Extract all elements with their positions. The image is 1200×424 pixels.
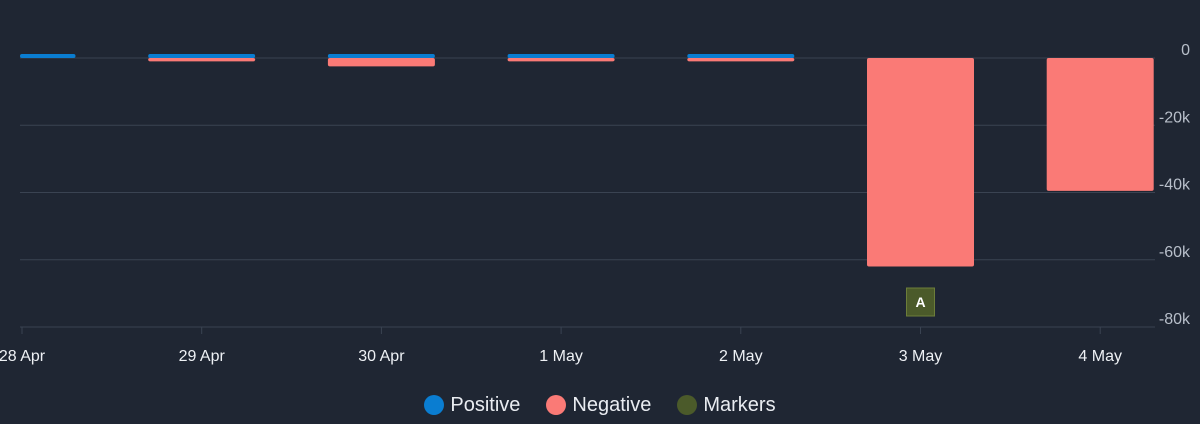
legend-label-negative: Negative — [572, 393, 652, 416]
x-tick-label-3-may: 3 May — [899, 348, 943, 365]
legend-swatch-markers — [677, 395, 698, 415]
legend-label-markers: Markers — [703, 393, 776, 416]
bar-positive-28-apr — [20, 54, 76, 58]
legend-item-negative[interactable]: Negative — [546, 394, 651, 417]
y-tick-label: -60k — [1159, 244, 1191, 261]
bar-negative-2-may — [687, 58, 795, 62]
legend-item-positive[interactable]: Positive — [424, 394, 520, 417]
bar-negative-3-may — [867, 58, 974, 267]
bar-positive-1-may — [507, 54, 615, 58]
markers: A — [906, 287, 935, 317]
bar-positive-29-apr — [148, 54, 256, 58]
bar-positive-2-may — [687, 54, 795, 58]
x-tick-label-2-may: 2 May — [719, 348, 763, 365]
marker-label: A — [915, 294, 925, 310]
x-tick-label-29-apr: 29 Apr — [179, 348, 226, 365]
grid-lines — [20, 57, 1155, 328]
legend-swatch-positive — [424, 395, 445, 415]
bar-negative-1-may — [507, 58, 615, 62]
y-tick-label: -40k — [1159, 177, 1191, 194]
x-tick-label-1-may: 1 May — [539, 348, 583, 365]
marker-a: A — [906, 287, 935, 317]
marker-box — [906, 287, 935, 317]
bar-negative-4-may — [1046, 58, 1154, 191]
bar-negative-29-apr — [148, 58, 256, 62]
x-tick-label-4-may: 4 May — [1078, 348, 1122, 365]
bar-positive-30-apr — [327, 54, 435, 58]
y-axis-tick-labels: 0 -20k -40k -60k -80k — [1159, 42, 1191, 328]
legend-label-positive: Positive — [450, 393, 521, 416]
y-tick-label: -20k — [1159, 109, 1191, 126]
bars — [20, 54, 1154, 267]
x-tick-label-30-apr: 30 Apr — [358, 348, 405, 365]
chart-legend: Positive Negative Markers — [0, 390, 1200, 420]
legend-swatch-negative — [546, 395, 567, 415]
y-tick-label: -80k — [1159, 311, 1191, 328]
bar-chart: 0 -20k -40k -60k -80k 28 Apr 29 Apr 30 Apr 1 Ma… — [0, 42, 1191, 365]
legend-item-markers[interactable]: Markers — [677, 393, 776, 417]
bar-negative-30-apr — [327, 58, 435, 67]
x-tick-label-28-apr: 28 Apr — [0, 348, 46, 365]
x-axis: 28 Apr 29 Apr 30 Apr 1 May 2 May 3 May 4 May — [0, 327, 1122, 365]
y-tick-label: 0 — [1181, 42, 1190, 59]
